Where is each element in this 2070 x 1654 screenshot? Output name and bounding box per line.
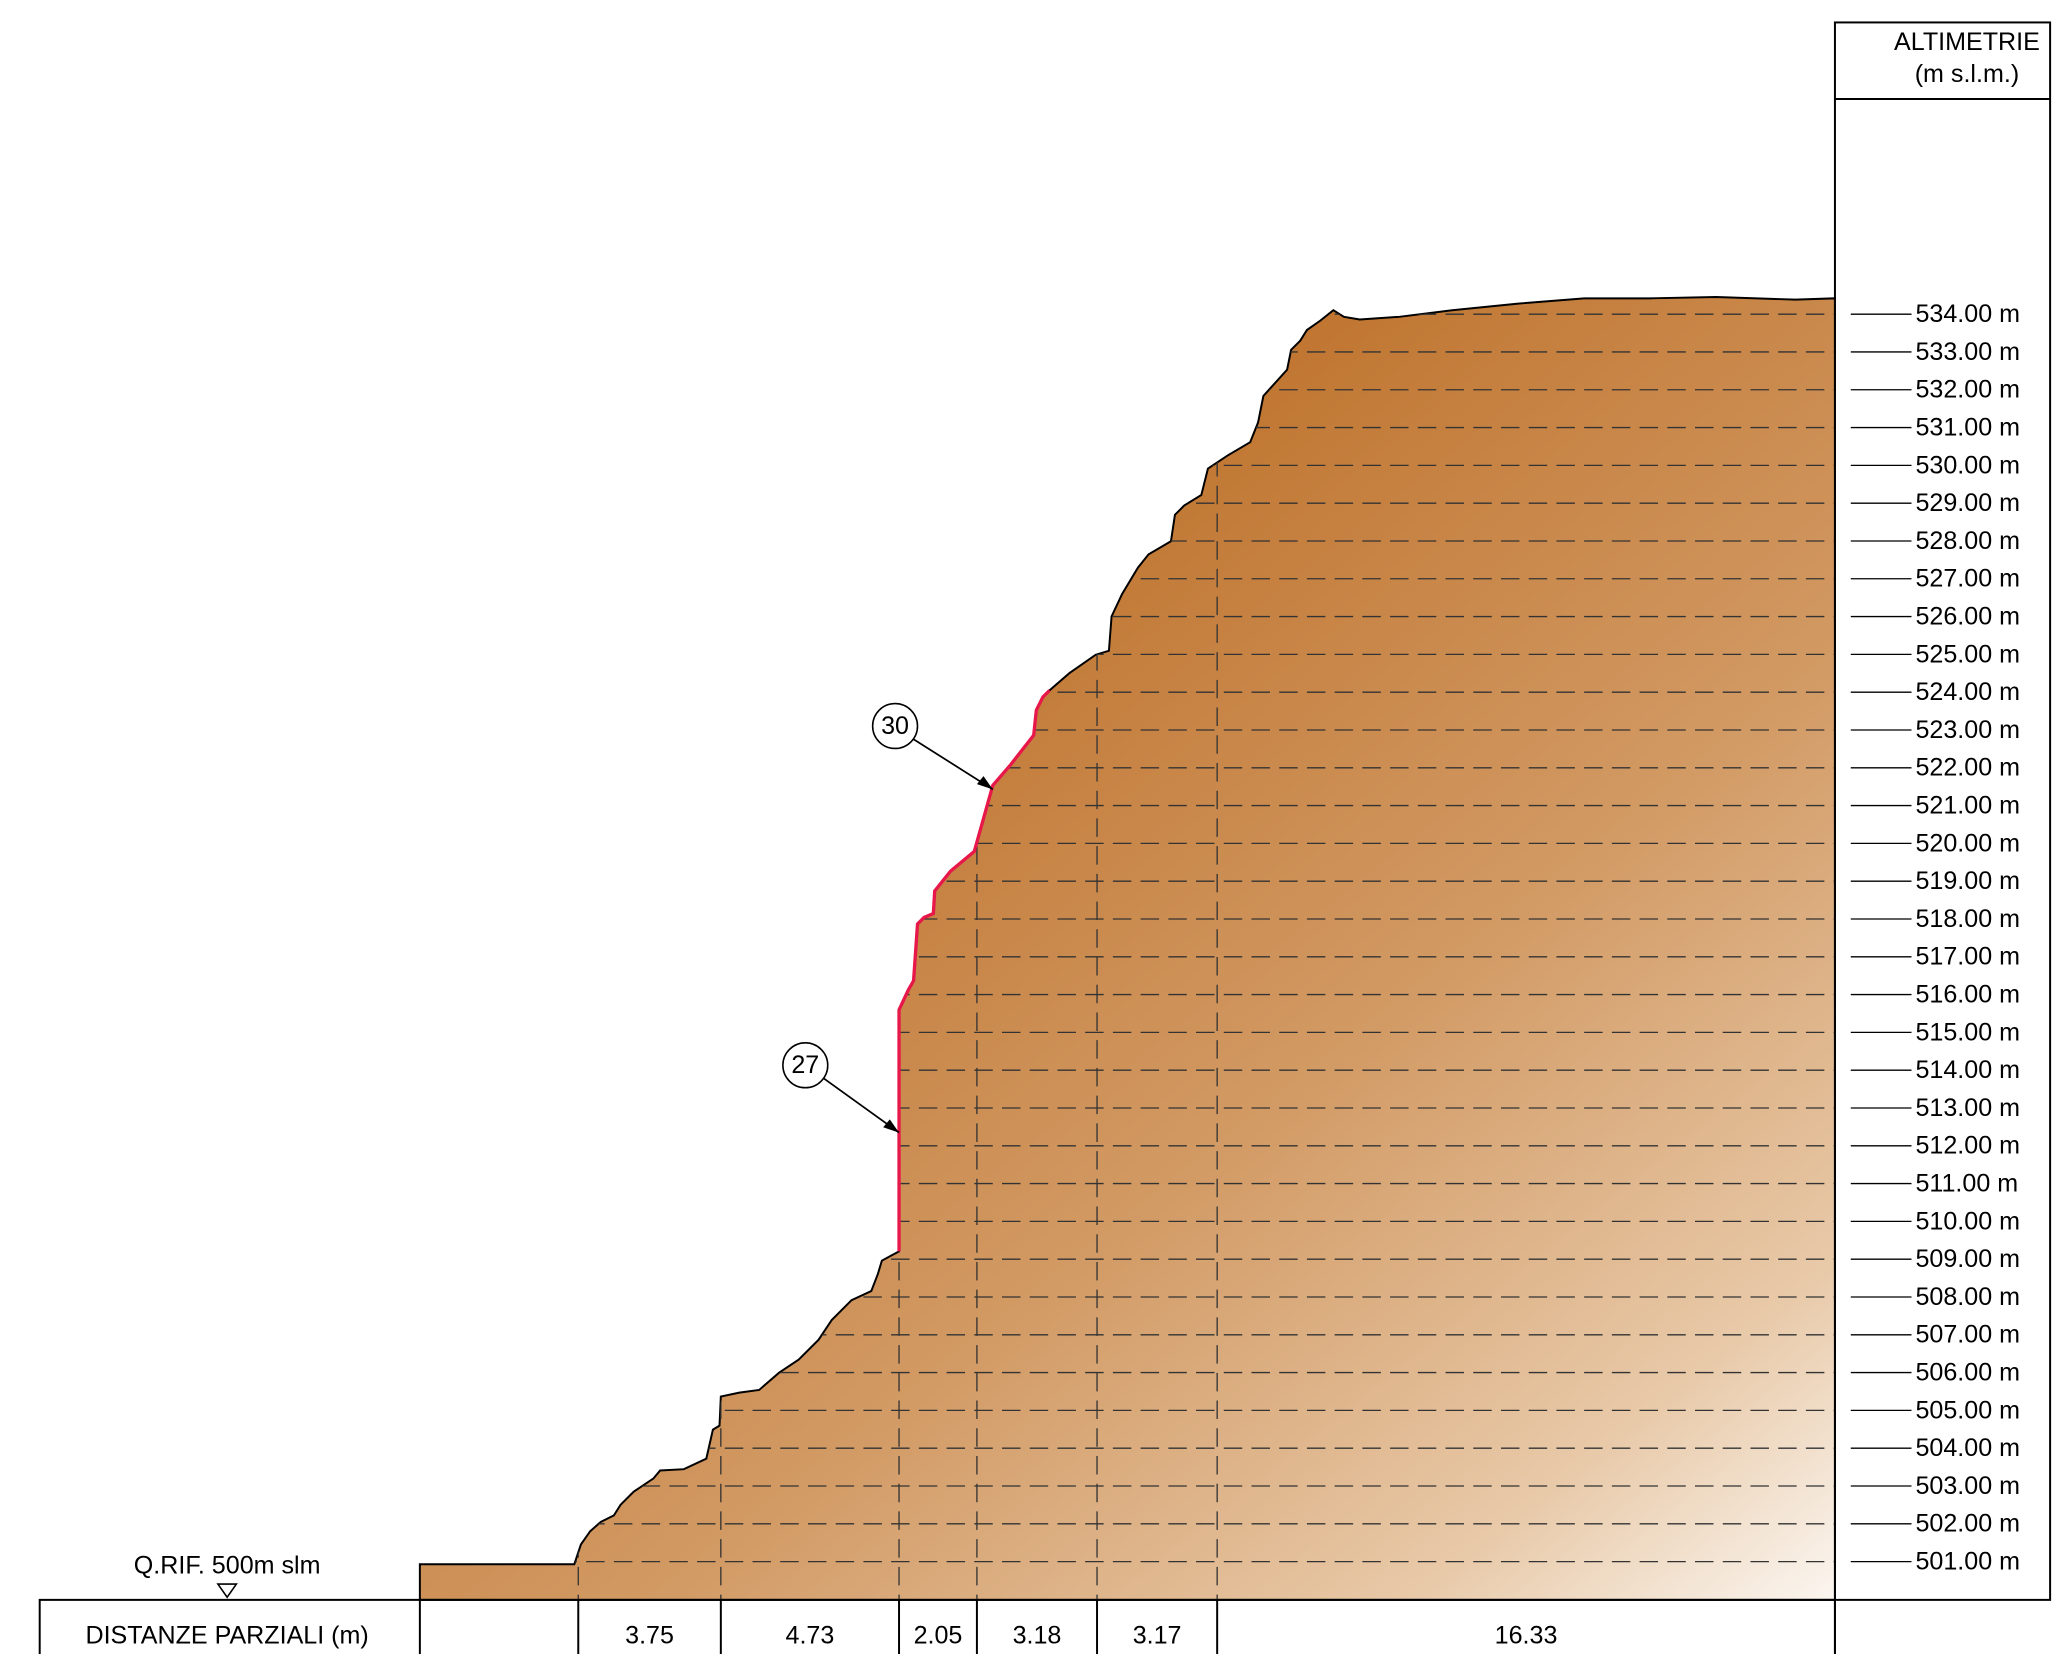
elevation-label: 513.00 m — [1915, 1094, 2020, 1122]
elevation-label: 517.00 m — [1915, 943, 2020, 971]
elevation-label: 526.00 m — [1915, 603, 2020, 631]
distance-value: 3.18 — [1013, 1621, 1062, 1649]
reference-level: Q.RIF. 500m slm — [134, 1552, 321, 1580]
elevation-label: 509.00 m — [1915, 1245, 2020, 1273]
elevation-label: 522.00 m — [1915, 754, 2020, 782]
elevation-label: 503.00 m — [1915, 1472, 2020, 1500]
elevation-label: 514.00 m — [1915, 1056, 2020, 1084]
elevation-label: 524.00 m — [1915, 678, 2020, 706]
elevation-label: 531.00 m — [1915, 414, 2020, 442]
column-title: ALTIMETRIE — [1894, 28, 2040, 56]
elevation-label: 512.00 m — [1915, 1132, 2020, 1160]
distances: 3.75 4.73 2.05 3.18 3.17 16.33 — [418, 1599, 1836, 1654]
distance-value: 16.33 — [1495, 1621, 1558, 1649]
elevation-label: 520.00 m — [1915, 829, 2020, 857]
distance-value: 3.17 — [1133, 1621, 1182, 1649]
highlight-slope — [897, 689, 1051, 1252]
distance-value: 2.05 — [914, 1621, 963, 1649]
elevation-label: 523.00 m — [1915, 716, 2020, 744]
elevation-label: 530.00 m — [1915, 451, 2020, 479]
elevation-label: 501.00 m — [1915, 1548, 2020, 1576]
elevation-label: 521.00 m — [1915, 792, 2020, 820]
elevation-label: 518.00 m — [1915, 905, 2020, 933]
terrain — [418, 296, 1836, 1601]
elevation-label: 505.00 m — [1915, 1396, 2020, 1424]
callout-circle — [871, 702, 919, 750]
arrow-head — [976, 776, 993, 790]
elevation-label: 511.00 m — [1915, 1170, 2018, 1198]
elevation-label: 528.00 m — [1915, 527, 2020, 555]
elevation-label: 508.00 m — [1915, 1283, 2020, 1311]
elevation-label: 534.00 m — [1915, 300, 2020, 328]
elevation-label: 504.00 m — [1915, 1434, 2020, 1462]
elevation-label: 510.00 m — [1915, 1207, 2020, 1235]
elevation-label: 506.00 m — [1915, 1359, 2020, 1387]
callout-label: 27 — [791, 1051, 819, 1079]
elevation-label: 516.00 m — [1915, 981, 2020, 1009]
callout-label: 30 — [881, 712, 909, 740]
distance-value: 4.73 — [786, 1621, 835, 1649]
elevation-label: 502.00 m — [1915, 1510, 2020, 1538]
elevation-column — [1833, 21, 2052, 1601]
elevation-labels: 534.00 m 533.00 m 532.00 m 531.00 m 530.00 m… — [1850, 300, 2020, 1576]
column-unit: (m s.l.m.) — [1915, 60, 2019, 88]
elevation-label: 527.00 m — [1915, 565, 2020, 593]
elevation-label: 519.00 m — [1915, 867, 2020, 895]
distance-row-label: DISTANZE PARZIALI (m) — [85, 1621, 368, 1649]
distance-value: 3.75 — [625, 1621, 674, 1649]
elevation-label: 529.00 m — [1915, 489, 2020, 517]
callout-circle — [782, 1042, 829, 1089]
elevation-label: 533.00 m — [1915, 338, 2020, 366]
elevation-label: 515.00 m — [1915, 1018, 2020, 1046]
elevation-label: 532.00 m — [1915, 376, 2020, 404]
elevation-label: 507.00 m — [1915, 1321, 2020, 1349]
arrow-head — [883, 1119, 900, 1133]
elevation-label: 525.00 m — [1915, 640, 2020, 668]
reference-marker — [216, 1583, 238, 1599]
